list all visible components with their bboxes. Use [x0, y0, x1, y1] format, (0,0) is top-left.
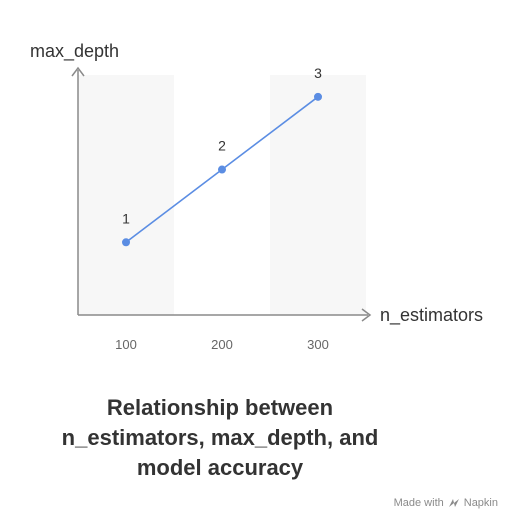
y-axis-label: max_depth	[30, 41, 119, 62]
column-band-3	[270, 75, 366, 315]
column-band-1	[78, 75, 174, 315]
data-label-1: 1	[122, 210, 130, 226]
data-label-3: 3	[314, 65, 322, 81]
watermark-prefix: Made with	[393, 497, 444, 509]
data-point-3	[314, 92, 322, 101]
data-label-2: 2	[218, 138, 226, 154]
x-tick-labels: 100 200 300	[115, 337, 329, 352]
watermark: Made with Napkin	[394, 497, 498, 509]
chart-title-line-2: n_estimators, max_depth, and	[61, 425, 379, 450]
y-axis-arrow-icon	[71, 66, 85, 77]
data-point-2	[218, 165, 226, 174]
axes: max_depth n_estimators	[30, 41, 483, 326]
x-tick-label-300: 300	[307, 337, 329, 352]
column-bands	[78, 75, 366, 315]
chart-title-line-3: model accuracy	[136, 455, 304, 480]
x-axis-arrow-icon	[361, 308, 372, 322]
series: 1 2 3	[122, 65, 322, 247]
data-point-1	[122, 238, 130, 247]
chart-title-line-1: Relationship between	[106, 395, 334, 420]
x-tick-label-100: 100	[115, 337, 137, 352]
x-axis-label: n_estimators	[380, 305, 483, 326]
watermark-brand: Napkin	[463, 497, 498, 509]
napkin-logo-icon	[448, 499, 459, 507]
x-tick-label-200: 200	[211, 337, 233, 352]
chart-title: Relationship between n_estimators, max_d…	[0, 393, 440, 483]
